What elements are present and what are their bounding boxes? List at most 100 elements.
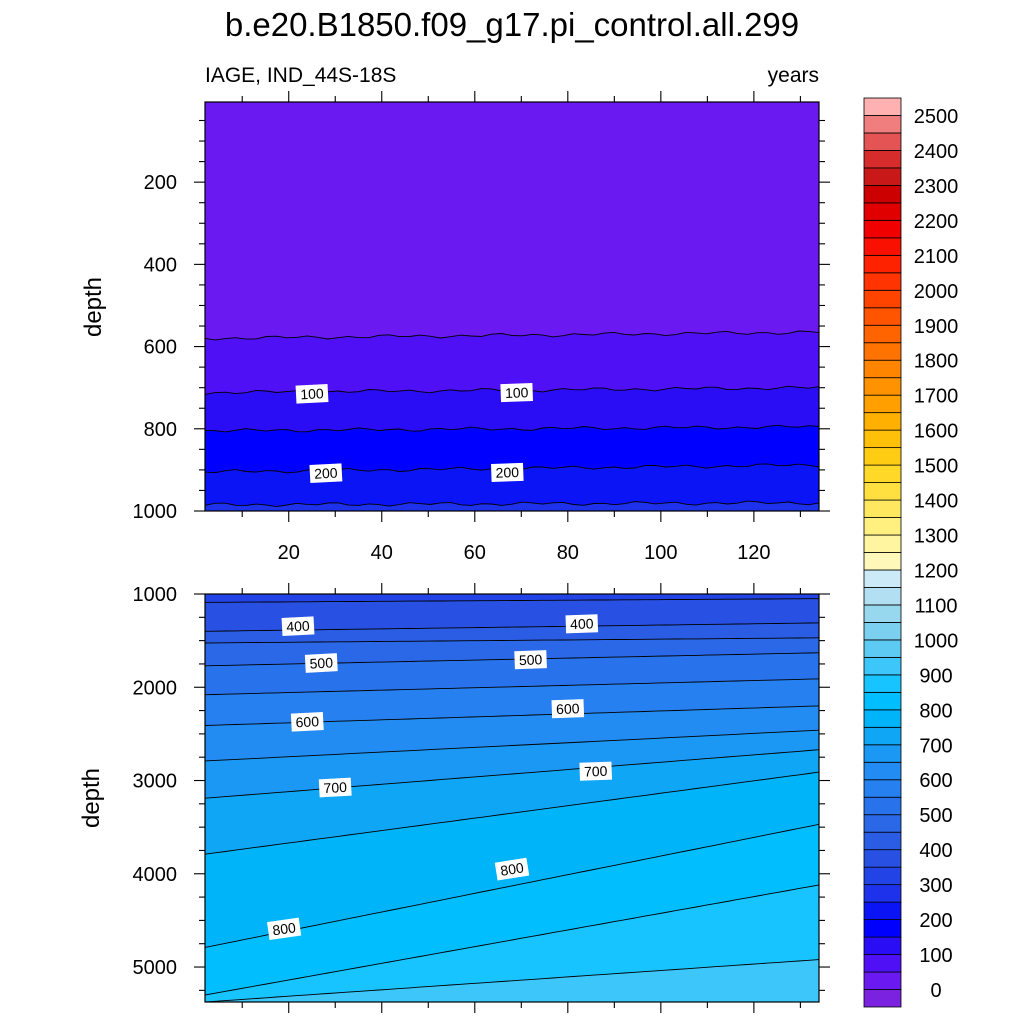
x-tick-label: 40 (371, 542, 393, 564)
colorbar-box (863, 622, 902, 641)
y-tick-label: 1000 (133, 584, 178, 606)
colorbar-box (863, 202, 902, 221)
contour-label-text: 500 (519, 651, 543, 668)
contour-fill-band (205, 749, 819, 855)
colorbar-box (863, 394, 902, 414)
contour-line (205, 678, 819, 696)
contour-label-bg (514, 650, 547, 670)
colorbar-box (863, 849, 902, 868)
contour-label-bg (494, 857, 530, 881)
contour-line (205, 959, 819, 1002)
colorbar-label: 2300 (914, 176, 959, 198)
plot-frame (204, 101, 820, 512)
contour-line (205, 729, 819, 762)
colorbar-box (863, 534, 902, 553)
colorbar-box (863, 726, 902, 746)
colorbar-box (863, 447, 902, 466)
colorbar-label: 1800 (914, 351, 959, 373)
colorbar-box (863, 884, 902, 903)
colorbar-box (863, 237, 902, 256)
contour-label-text: 800 (271, 919, 297, 938)
colorbar-box (863, 517, 902, 536)
contour-fill-band (205, 885, 819, 1002)
colorbar-box (863, 219, 902, 239)
colorbar-box (863, 307, 902, 326)
contour-label-text: 400 (570, 615, 594, 632)
contour-fill-band (205, 705, 819, 761)
x-tick-label: 120 (737, 542, 770, 564)
contour-fill-band (205, 425, 819, 473)
y-tick-label: 3000 (133, 771, 178, 793)
contour-label: 200 (490, 462, 524, 482)
colorbar-box (863, 254, 902, 274)
colorbar-box (863, 167, 902, 186)
colorbar-box (863, 656, 902, 676)
colorbar-label: 1300 (914, 526, 959, 548)
contour-fill-band (205, 622, 819, 643)
contour-label: 800 (267, 917, 302, 940)
contour-fill-band (205, 637, 819, 666)
colorbar-box (863, 324, 902, 344)
colorbar-box (863, 831, 902, 851)
colorbar-box (863, 954, 902, 973)
colorbar-label: 700 (919, 735, 952, 757)
y-tick-label: 400 (144, 254, 177, 276)
contour-label: 800 (494, 857, 530, 881)
colorbar-label: 300 (919, 875, 952, 897)
contour-label-text: 400 (286, 618, 310, 635)
contour-label: 700 (579, 761, 613, 781)
colorbar-box (863, 97, 902, 116)
colorbar-label: 1600 (914, 421, 959, 443)
colorbar-box (863, 709, 902, 728)
colorbar-label: 1500 (914, 456, 959, 478)
contour-label-bg (565, 614, 599, 634)
colorbar-box (863, 971, 902, 990)
colorbar-box (863, 569, 902, 588)
colorbar-box (863, 779, 902, 798)
colorbar: 0 100 200 300 400 500 600 700 800 900 1000 1100 1200… (863, 97, 959, 1008)
contour-label-bg (304, 653, 338, 673)
contour-label-bg (500, 383, 534, 403)
contour-label-text: 200 (314, 465, 338, 482)
contour-label: 100 (500, 383, 534, 403)
colorbar-box (863, 132, 902, 151)
contour-label: 500 (514, 650, 547, 670)
colorbar-box (863, 691, 902, 711)
contour-label-text: 100 (300, 385, 324, 402)
colorbar-label: 0 (930, 980, 941, 1002)
colorbar-box (863, 359, 902, 379)
contour-label-text: 600 (295, 713, 319, 730)
colorbar-box (863, 587, 902, 606)
contour-line (205, 500, 819, 508)
contour-fill-band (205, 772, 819, 948)
contour-label: 200 (309, 463, 343, 484)
contour-label-text: 200 (495, 464, 519, 481)
colorbar-label: 2000 (914, 281, 959, 303)
contour-fill-band (205, 824, 819, 995)
contour-fill-band (205, 598, 819, 632)
colorbar-label: 400 (919, 840, 952, 862)
colorbar-box (863, 464, 902, 483)
upper-ylabel: depth (80, 277, 107, 337)
colorbar-box (863, 744, 902, 763)
contour-label-bg (309, 463, 343, 484)
contour-fill-band (205, 501, 819, 511)
colorbar-label: 600 (919, 770, 952, 792)
contour-line (205, 884, 819, 996)
contour-label: 400 (281, 616, 315, 637)
contour-label-text: 800 (499, 859, 525, 878)
colorbar-label: 2200 (914, 211, 959, 233)
colorbar-label: 200 (919, 910, 952, 932)
contour-label-bg (281, 616, 315, 637)
contour-label-text: 500 (309, 654, 333, 671)
contour-line (205, 823, 819, 948)
colorbar-label: 1200 (914, 561, 959, 583)
contour-line (205, 637, 819, 644)
colorbar-box (863, 814, 902, 833)
colorbar-box (863, 761, 902, 781)
x-tick-label: 60 (464, 542, 486, 564)
colorbar-box (863, 115, 902, 134)
colorbar-box (863, 377, 902, 396)
colorbar-label: 2400 (914, 141, 959, 163)
colorbar-box (863, 272, 902, 291)
